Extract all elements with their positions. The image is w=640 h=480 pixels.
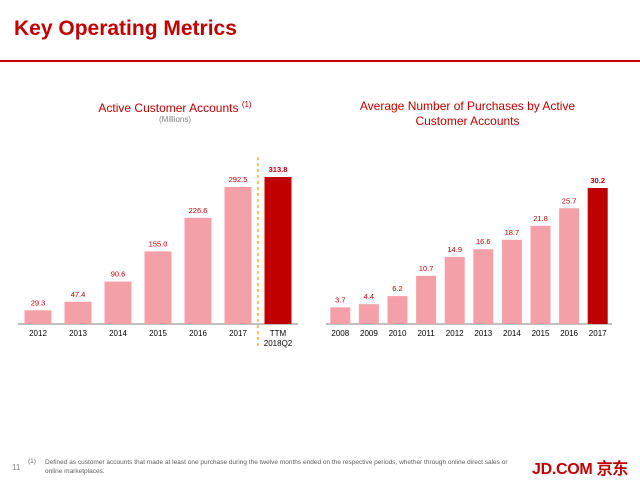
chart1-data-label-6: 313.8 bbox=[269, 165, 288, 174]
jd-logo: JD.COM 京东 bbox=[532, 461, 628, 478]
chart2-tick-label-6: 2014 bbox=[503, 329, 521, 338]
footnote: Defined as customer accounts that made a… bbox=[45, 459, 508, 475]
chart1-tick-label-5: 2017 bbox=[229, 329, 247, 338]
chart2-data-label-3: 10.7 bbox=[419, 264, 434, 273]
chart1-title: Active Customer Accounts (1) bbox=[40, 97, 310, 116]
chart1-bar-3 bbox=[144, 251, 172, 324]
chart2-data-label-0: 3.7 bbox=[335, 295, 345, 304]
chart2-bar-2 bbox=[387, 296, 408, 324]
chart1-title-superscript: (1) bbox=[241, 100, 252, 109]
chart2-data-label-2: 6.2 bbox=[392, 284, 402, 293]
chart1-data-label-1: 47.4 bbox=[71, 290, 86, 299]
chart1-tick-label-2: 2014 bbox=[109, 329, 127, 338]
chart1-data-label-5: 292.5 bbox=[229, 175, 248, 184]
chart2-data-label-8: 25.7 bbox=[562, 196, 577, 205]
chart1-bar-5 bbox=[224, 186, 252, 324]
chart1-data-label-2: 90.6 bbox=[111, 270, 126, 279]
page-title: Key Operating Metrics bbox=[14, 17, 237, 40]
chart2-bar-8 bbox=[559, 208, 580, 324]
chart2-data-label-9: 30.2 bbox=[590, 176, 605, 185]
chart2-bar-4 bbox=[444, 256, 465, 324]
chart2-bar-6 bbox=[501, 239, 522, 324]
chart1-data-label-4: 226.6 bbox=[189, 206, 208, 215]
chart2-tick-label-7: 2015 bbox=[532, 329, 550, 338]
page-number: 11 bbox=[12, 463, 21, 472]
chart2-data-label-4: 14.9 bbox=[447, 245, 462, 254]
chart2-bar-7 bbox=[530, 225, 551, 324]
chart2-tick-label-9: 2017 bbox=[589, 329, 607, 338]
chart1-data-label-0: 29.3 bbox=[31, 298, 46, 307]
chart1-tick-label-6: TTM 2018Q2 bbox=[264, 329, 293, 348]
chart2-bar-9 bbox=[587, 188, 608, 324]
chart2-tick-label-0: 2008 bbox=[331, 329, 349, 338]
chart2-tick-label-3: 2011 bbox=[417, 329, 435, 338]
chart2-tick-label-8: 2016 bbox=[560, 329, 578, 338]
chart2-tick-label-2: 2010 bbox=[389, 329, 407, 338]
chart2-bar-0 bbox=[330, 307, 351, 324]
chart1-bar-0 bbox=[24, 310, 52, 324]
chart1-tick-label-4: 2016 bbox=[189, 329, 207, 338]
chart1-tick-label-3: 2015 bbox=[149, 329, 167, 338]
chart2-tick-label-4: 2012 bbox=[446, 329, 464, 338]
chart1-tick-label-1: 2013 bbox=[69, 329, 87, 338]
chart1-title-text: Active Customer Accounts bbox=[98, 101, 239, 115]
chart1-bar-1 bbox=[64, 301, 92, 324]
chart2-bar-5 bbox=[473, 249, 494, 324]
chart1-tick-label-0: 2012 bbox=[29, 329, 47, 338]
chart1-bar-2 bbox=[104, 281, 132, 324]
chart2-data-label-6: 18.7 bbox=[505, 228, 520, 237]
chart2-title: Average Number of Purchases by Active Cu… bbox=[359, 99, 576, 128]
chart2-tick-label-5: 2013 bbox=[474, 329, 492, 338]
chart1-subtitle: (Millions) bbox=[159, 115, 191, 124]
chart1-data-label-3: 155.0 bbox=[149, 239, 168, 248]
chart2-data-label-7: 21.8 bbox=[533, 214, 548, 223]
footnote-marker: (1) bbox=[28, 458, 36, 465]
title-divider bbox=[0, 60, 640, 62]
chart2-data-label-5: 16.6 bbox=[476, 237, 491, 246]
chart1-bar-4 bbox=[184, 217, 212, 324]
chart2-bar-3 bbox=[416, 275, 437, 324]
chart1-bar-6 bbox=[264, 177, 292, 324]
chart2-data-label-1: 4.4 bbox=[364, 292, 374, 301]
chart2-tick-label-1: 2009 bbox=[360, 329, 378, 338]
chart2-bar-1 bbox=[358, 304, 379, 324]
